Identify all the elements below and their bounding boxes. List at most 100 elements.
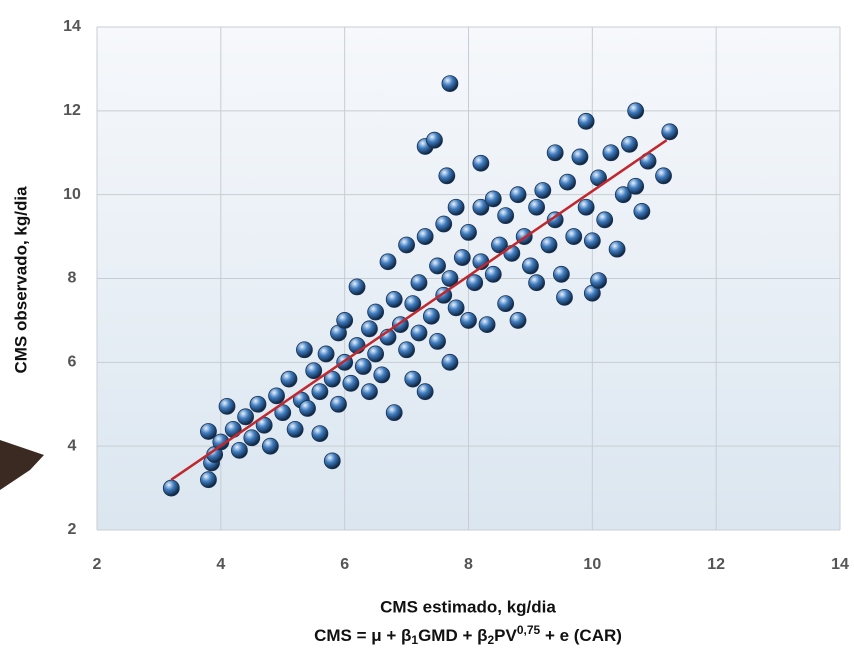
point — [398, 236, 415, 254]
point — [367, 303, 385, 321]
point — [404, 295, 422, 313]
point — [379, 253, 397, 271]
point — [509, 312, 527, 329]
point — [484, 265, 502, 283]
point — [361, 383, 378, 401]
y-tick-label: 10 — [63, 186, 81, 203]
point — [540, 236, 558, 254]
background-object — [0, 440, 44, 490]
point — [410, 324, 428, 342]
x-tick-label: 2 — [93, 556, 102, 573]
point — [398, 341, 415, 359]
point — [556, 288, 573, 306]
point — [311, 383, 329, 401]
point — [286, 420, 304, 438]
point — [565, 228, 583, 245]
point — [627, 177, 645, 195]
point — [261, 437, 279, 455]
y-axis-label: CMS observado, kg/dia — [11, 186, 30, 374]
point — [416, 383, 434, 401]
point — [354, 358, 372, 375]
point — [305, 362, 323, 380]
point — [577, 112, 595, 130]
point — [162, 479, 180, 497]
point — [410, 274, 428, 292]
point — [224, 420, 242, 438]
point — [311, 425, 329, 442]
x-tick-label: 8 — [464, 556, 473, 573]
point — [385, 291, 403, 308]
point — [528, 274, 546, 292]
point — [323, 370, 341, 388]
point — [416, 228, 434, 245]
point — [373, 366, 391, 384]
point — [577, 198, 595, 216]
point — [478, 316, 496, 334]
point — [552, 265, 570, 283]
point — [522, 257, 539, 275]
point — [429, 257, 446, 275]
point — [330, 395, 347, 413]
point — [212, 433, 230, 451]
point — [404, 370, 422, 388]
point — [497, 207, 515, 225]
point — [546, 211, 564, 229]
point — [484, 190, 502, 208]
point — [447, 198, 465, 216]
point — [218, 397, 236, 415]
point — [559, 173, 576, 191]
y-tick-label: 6 — [68, 354, 77, 371]
point — [602, 144, 620, 162]
point — [231, 441, 248, 459]
y-tick-label: 8 — [68, 270, 77, 287]
point — [243, 429, 261, 447]
point — [583, 232, 601, 250]
point — [621, 135, 638, 153]
point — [596, 211, 614, 229]
point — [453, 249, 471, 266]
point — [426, 131, 443, 149]
point — [441, 75, 459, 92]
point — [655, 167, 672, 185]
y-tick-label: 2 — [68, 521, 77, 538]
y-tick-label: 14 — [63, 18, 81, 35]
point — [497, 295, 515, 313]
point — [200, 471, 217, 489]
point — [268, 387, 285, 405]
point — [317, 345, 335, 363]
point — [348, 278, 366, 296]
point — [441, 353, 459, 371]
point — [299, 400, 316, 417]
point — [438, 167, 456, 185]
point — [627, 102, 645, 120]
point — [466, 274, 484, 292]
point — [661, 123, 679, 141]
x-axis-label: CMS estimado, kg/dia — [380, 597, 556, 616]
point — [472, 154, 490, 172]
point — [608, 240, 626, 258]
point — [614, 186, 632, 204]
point — [546, 144, 564, 162]
x-tick-label: 14 — [831, 556, 849, 573]
point — [460, 312, 477, 329]
point — [571, 148, 589, 166]
point — [249, 395, 267, 413]
point — [447, 299, 465, 317]
point — [441, 270, 459, 287]
x-tick-label: 6 — [340, 556, 349, 573]
trend-line — [170, 139, 668, 481]
point — [422, 307, 440, 325]
x-tick-label: 10 — [583, 556, 601, 573]
point — [590, 272, 607, 289]
point — [491, 236, 508, 254]
point — [323, 452, 341, 470]
x-tick-label: 12 — [707, 556, 725, 573]
point — [460, 223, 477, 241]
formula: CMS = μ + β1GMD + β2PV0,75 + e (CAR) — [314, 623, 622, 647]
point — [633, 203, 651, 220]
point — [472, 198, 490, 216]
point — [385, 404, 403, 422]
y-tick-label: 12 — [63, 102, 81, 119]
y-tick-label: 4 — [68, 437, 77, 454]
